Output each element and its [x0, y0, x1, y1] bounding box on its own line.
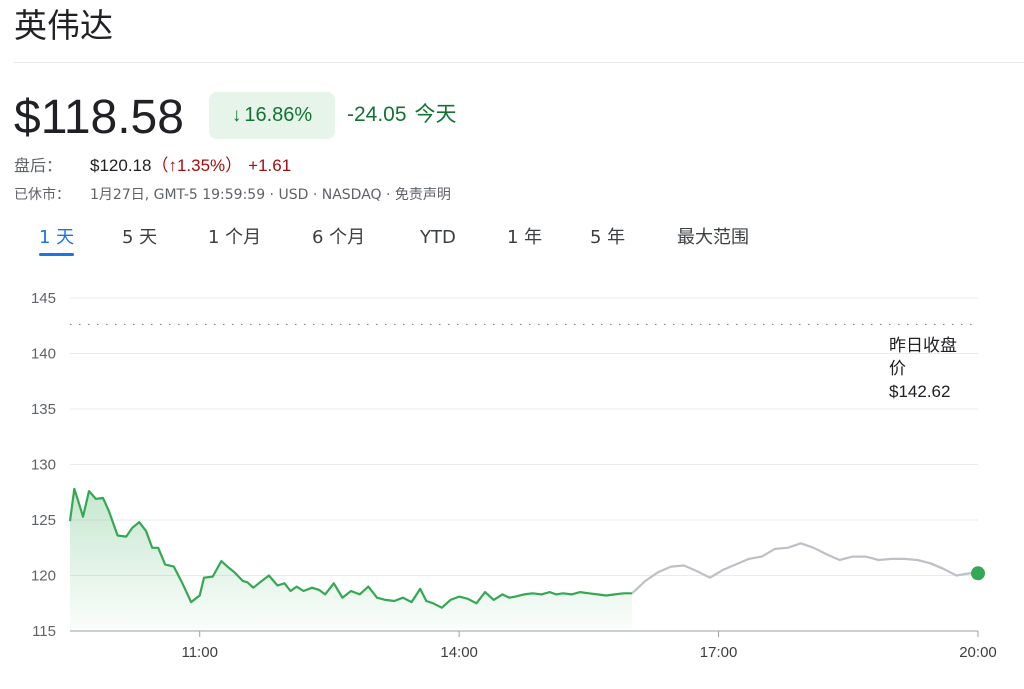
x-tick-label: 20:00 — [959, 644, 997, 661]
after-hours-paren-open: （ — [151, 156, 169, 175]
y-tick-label: 145 — [31, 290, 56, 307]
tab-1-month[interactable]: 1 个月 — [208, 227, 262, 248]
absolute-change: -24.05 今天 — [347, 100, 457, 130]
tab-5-days[interactable]: 5 天 — [122, 227, 158, 248]
absolute-change-value: -24.05 — [347, 103, 407, 126]
y-tick-label: 115 — [32, 623, 56, 640]
after-hours-percent: 1.35% — [176, 156, 226, 175]
percent-change-badge: ↓ 16.86% — [209, 92, 335, 139]
after-hours-change: +1.61 — [248, 156, 292, 175]
x-tick-label: 17:00 — [700, 644, 738, 661]
tab-ytd[interactable]: YTD — [420, 227, 456, 248]
after-hours-row: 盘后： $120.18（↑1.35%） +1.61 — [14, 154, 291, 178]
market-status-row: 已休市： 1月27日, GMT-5 19:59:59 · USD · NASDAQ… — [14, 184, 451, 206]
y-tick-label: 125 — [31, 512, 56, 529]
after-hours-label: 盘后： — [14, 156, 63, 175]
current-price: $118.58 — [14, 91, 184, 144]
after-hours-paren-close: ） — [225, 156, 243, 175]
stock-name: 英伟达 — [14, 6, 113, 45]
y-tick-label: 140 — [31, 346, 56, 363]
previous-close-label: $142.62 — [889, 382, 950, 401]
arrow-down-icon: ↓ — [231, 104, 242, 126]
current-point-marker — [971, 566, 985, 581]
percent-change-value: 16.86% — [244, 104, 313, 126]
previous-close-label: 昨日收盘 — [889, 336, 957, 355]
tab-6-months[interactable]: 6 个月 — [312, 227, 366, 248]
range-tabs: 1 天 5 天 1 个月 6 个月 YTD 1 年 5 年 最大范围 — [0, 222, 1024, 258]
today-label: 今天 — [414, 103, 457, 126]
tab-5-years[interactable]: 5 年 — [590, 227, 626, 248]
x-tick-label: 14:00 — [440, 644, 478, 661]
x-tick-label: 11:00 — [181, 644, 217, 661]
arrow-up-icon: ↑ — [168, 156, 177, 175]
tab-1-day[interactable]: 1 天 — [39, 222, 75, 256]
title-divider — [14, 62, 1024, 63]
y-tick-label: 120 — [31, 568, 56, 585]
y-tick-label: 135 — [31, 401, 56, 418]
price-chart[interactable]: 145 140 135 130 125 120 115 11:00 14:00 17:00 20:0… — [0, 270, 1024, 689]
market-area-fill — [70, 488, 633, 631]
previous-close-label: 价 — [889, 359, 906, 378]
market-status-details: 1月27日, GMT-5 19:59:59 · USD · NASDAQ · 免… — [90, 187, 451, 203]
after-hours-price: $120.18 — [90, 156, 152, 175]
market-price-line — [68, 487, 633, 609]
y-tick-label: 130 — [31, 457, 56, 474]
tab-max[interactable]: 最大范围 — [677, 227, 749, 248]
tab-1-year[interactable]: 1 年 — [507, 227, 543, 248]
after-hours-price-line — [631, 542, 978, 595]
market-status-label: 已休市： — [14, 187, 70, 203]
